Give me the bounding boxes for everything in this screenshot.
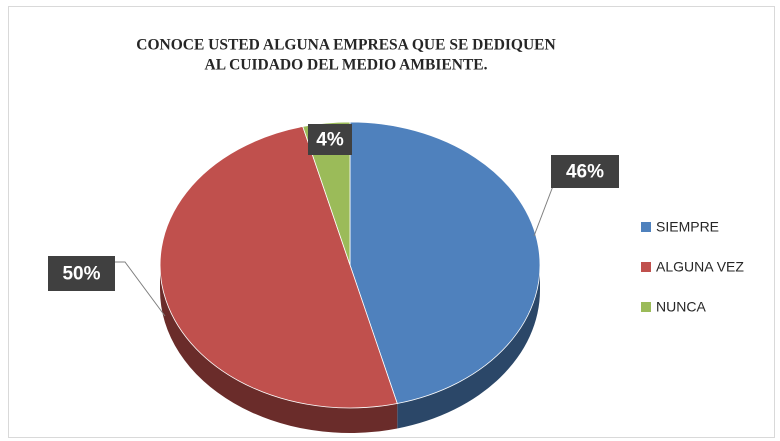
data-label: 46% [566, 162, 604, 183]
data-label-box [308, 124, 352, 155]
legend-label: SIEMPRE [656, 219, 719, 235]
data-label-box [551, 155, 619, 188]
slice [349, 121, 541, 404]
data-label: 50% [62, 264, 100, 285]
data-label: 4% [316, 130, 344, 151]
legend-swatch [641, 222, 651, 232]
legend-swatch [641, 302, 651, 312]
leader-line [533, 185, 554, 237]
slice [160, 126, 398, 409]
legend-label: ALGUNA VEZ [656, 259, 744, 275]
chart-title: CONOCE USTED ALGUNA EMPRESA QUE SE DEDIQ… [136, 37, 555, 54]
slice-side [160, 265, 398, 434]
legend-swatch [641, 262, 651, 272]
legend-label: NUNCA [656, 299, 706, 315]
slice-side [397, 265, 540, 429]
data-label-box [48, 256, 115, 291]
chart-title: AL CUIDADO DEL MEDIO AMBIENTE. [205, 57, 488, 74]
leader-line [115, 261, 166, 317]
slice [302, 121, 351, 266]
